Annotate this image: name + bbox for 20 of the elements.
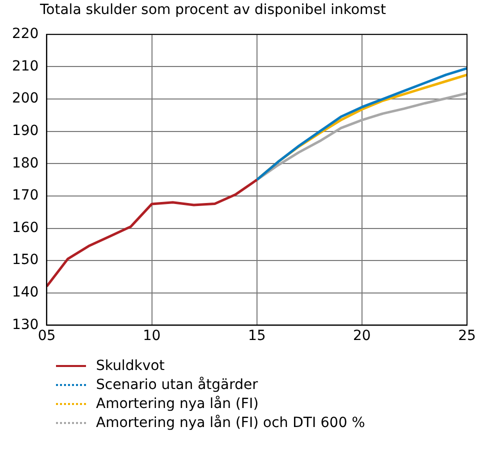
y-tick-label: 210	[12, 58, 39, 74]
x-tick-label: 15	[248, 328, 266, 344]
y-tick-label: 180	[12, 155, 39, 172]
y-tick-label: 190	[12, 122, 39, 139]
x-tick-label: 20	[353, 328, 371, 344]
y-tick-label: 160	[12, 220, 39, 236]
y-tick-label: 170	[12, 188, 39, 204]
legend-label: Skuldkvot	[96, 358, 165, 374]
y-tick-label: 130	[12, 316, 39, 333]
y-tick-label: 140	[12, 284, 39, 301]
x-tick-label: 05	[38, 328, 56, 344]
chart-title: Totala skulder som procent av disponibel inkomst	[40, 2, 387, 18]
y-tick-label: 220	[12, 26, 39, 42]
y-tick-label: 200	[12, 90, 39, 107]
legend-label: Scenario utan åtgärder	[96, 376, 258, 392]
legend-label: Amortering nya lån (FI)	[96, 396, 259, 412]
x-tick-label: 25	[458, 328, 476, 344]
x-tick-label: 10	[142, 328, 161, 344]
y-tick-label: 150	[12, 252, 39, 268]
legend-label: Amortering nya lån (FI) och DTI 600 %	[96, 414, 366, 430]
